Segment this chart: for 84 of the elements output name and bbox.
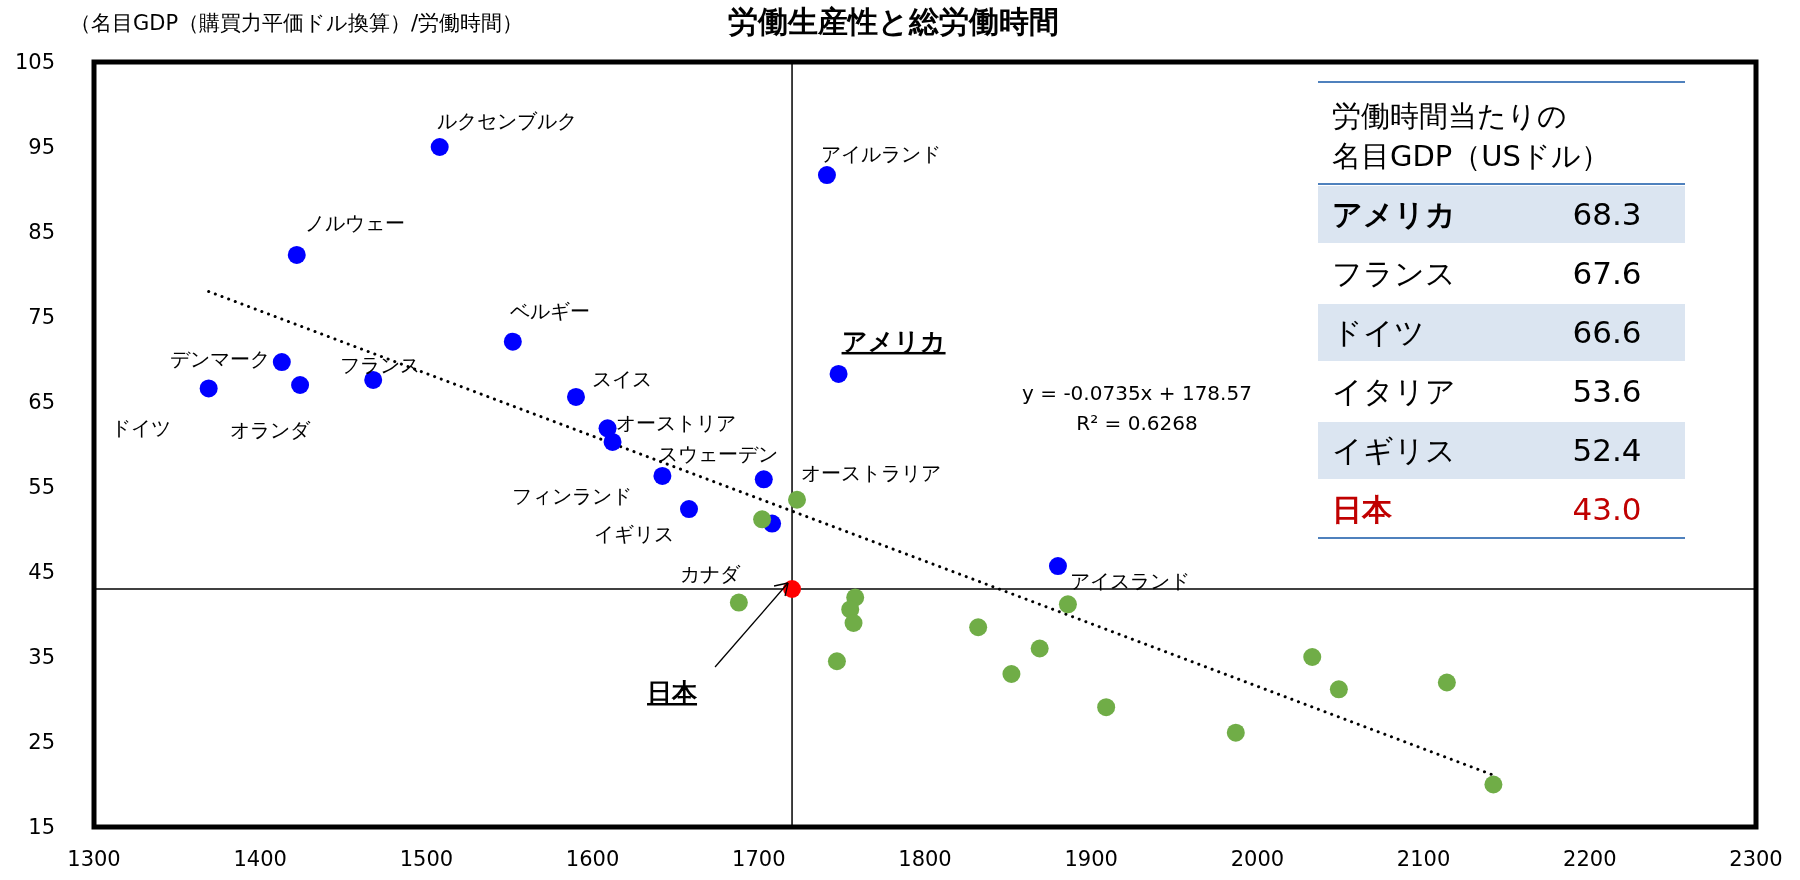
x-tick-label: 1700 — [732, 847, 786, 871]
point — [817, 166, 836, 185]
annotation: y = -0.0735x + 178.57 — [1022, 381, 1252, 405]
annotation: スウェーデン — [657, 442, 778, 467]
y-tick-label: 75 — [28, 305, 55, 329]
x-tick-label: 1900 — [1064, 847, 1118, 871]
annotation: ノルウェー — [304, 210, 405, 235]
point — [1437, 673, 1456, 692]
point — [1002, 665, 1021, 683]
annotation: 53.6 — [1572, 373, 1642, 409]
text: 名目GDP（USドル） — [1332, 139, 1610, 173]
x-tick-label: 2100 — [1396, 847, 1451, 871]
annotation: 66.6 — [1572, 314, 1642, 350]
point — [566, 387, 585, 406]
y-axis-title: （名目GDP（購買力平価ドル換算）/労働時間） — [70, 11, 524, 35]
point — [829, 364, 848, 383]
point — [272, 353, 291, 372]
point — [753, 510, 772, 529]
point — [1226, 723, 1245, 742]
annotation: フィンランド — [512, 483, 633, 508]
y-tick-label: 65 — [28, 390, 55, 414]
point — [1329, 680, 1348, 699]
point — [729, 593, 748, 612]
point — [1097, 698, 1116, 717]
annotation: ルクセンブルク — [436, 109, 577, 133]
annotation: スイス — [591, 366, 652, 391]
point — [1030, 639, 1049, 658]
text: 労働時間当たりの — [1332, 99, 1567, 133]
x-tick-label: 2300 — [1729, 847, 1783, 871]
annotation: オーストリア — [615, 411, 736, 436]
point — [827, 652, 846, 671]
annotation: カナダ — [680, 561, 742, 586]
annotation: 日本 — [647, 678, 699, 707]
annotation: デンマーク — [169, 347, 270, 372]
point — [680, 500, 698, 519]
annotation: オーストラリア — [801, 460, 942, 485]
annotation: 52.4 — [1572, 432, 1642, 468]
x-tick-label: 1400 — [233, 847, 287, 871]
y-tick-label: 105 — [14, 50, 55, 74]
x-tick-label: 1800 — [898, 847, 952, 871]
annotation: 68.3 — [1572, 196, 1642, 232]
annotation: ドイツ — [110, 416, 171, 441]
annotation: 67.6 — [1572, 255, 1642, 291]
annotation: R² = 0.6268 — [1076, 411, 1198, 435]
chart-title: 労働生産性と総労働時間 — [727, 4, 1059, 39]
point — [788, 490, 807, 509]
x-tick-label: 1300 — [67, 847, 121, 871]
y-tick-label: 55 — [28, 475, 55, 499]
y-tick-label: 95 — [28, 135, 55, 159]
annotation: ベルギー — [509, 298, 590, 323]
x-tick-label: 2200 — [1563, 847, 1617, 871]
annotation: オランダ — [230, 418, 312, 442]
annotation: イギリス — [1332, 433, 1456, 468]
point — [1058, 595, 1077, 614]
y-tick-label: 25 — [28, 730, 55, 754]
x-tick-label: 1600 — [565, 847, 620, 871]
y-tick-label: 45 — [28, 560, 55, 584]
y-tick-label: 35 — [28, 645, 55, 669]
point — [603, 432, 622, 451]
point — [287, 245, 306, 264]
annotation: アイスランド — [1069, 569, 1190, 594]
point — [1048, 557, 1067, 576]
annotation: イギリス — [594, 522, 674, 547]
point — [503, 332, 522, 351]
x-tick-label: 2000 — [1230, 847, 1285, 871]
point — [291, 376, 310, 394]
point — [199, 379, 218, 398]
annotation: 43.0 — [1572, 491, 1642, 527]
x-tick-label: 1500 — [399, 847, 454, 871]
annotation: 日本 — [1332, 492, 1393, 527]
annotation: アメリカ — [1332, 197, 1456, 232]
point — [1484, 775, 1503, 794]
point — [754, 470, 773, 489]
y-tick-label: 15 — [28, 815, 55, 839]
y-tick-label: 85 — [28, 220, 55, 244]
annotation: フランス — [1332, 256, 1456, 291]
annotation: ドイツ — [1332, 315, 1425, 350]
annotation: イタリア — [1332, 374, 1456, 409]
annotation: アイルランド — [820, 142, 941, 167]
point — [844, 614, 863, 632]
point — [430, 138, 449, 156]
point — [969, 618, 988, 637]
point — [1303, 648, 1322, 666]
point — [653, 466, 672, 485]
